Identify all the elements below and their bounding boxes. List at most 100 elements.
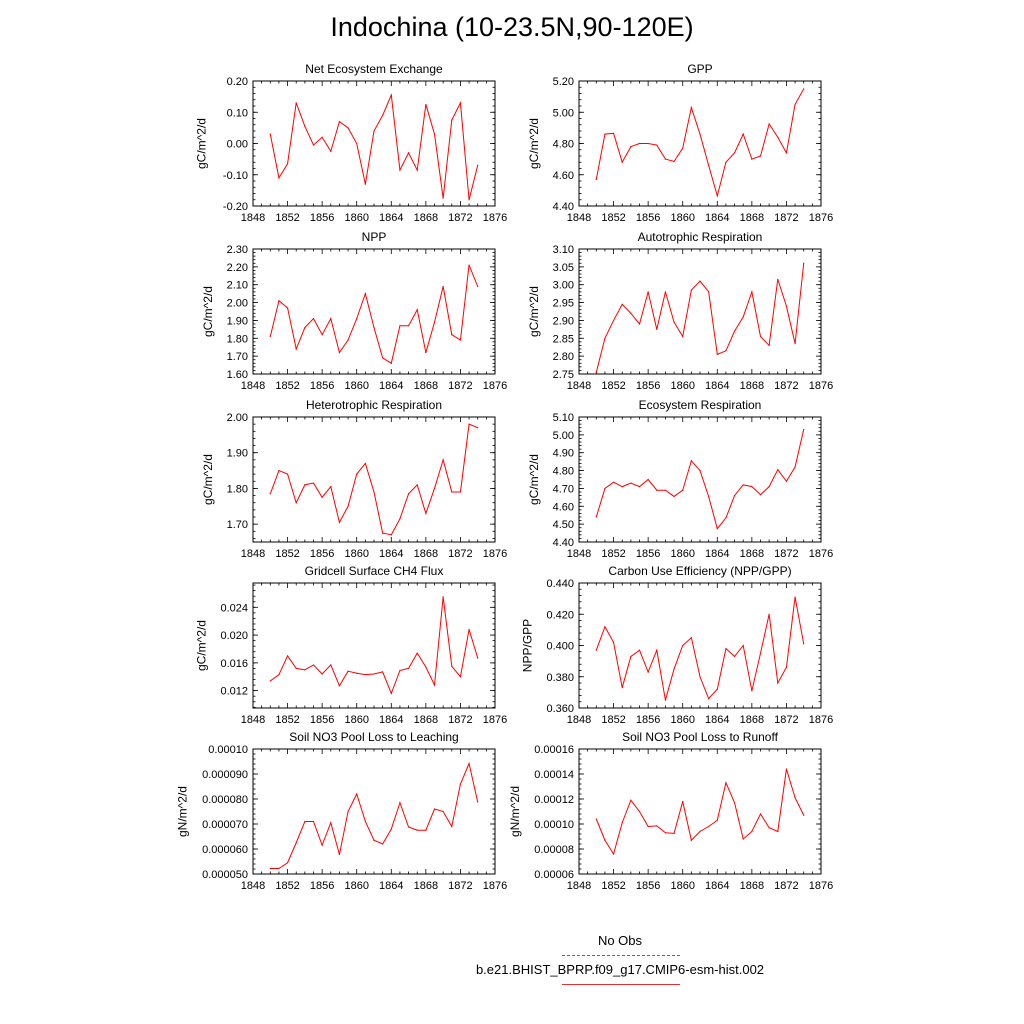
- data-point: [682, 335, 684, 338]
- x-tick-label: 1872: [774, 880, 798, 892]
- data-point: [407, 493, 410, 495]
- x-tick-label: 1856: [636, 380, 660, 392]
- data-point: [621, 303, 623, 305]
- data-point: [433, 321, 436, 323]
- data-point: [785, 666, 788, 668]
- data-point: [390, 362, 392, 364]
- series-line: [595, 263, 805, 373]
- data-point: [304, 326, 306, 329]
- y-tick-label: 2.80: [553, 351, 574, 363]
- x-tick-label: 1864: [379, 380, 403, 392]
- y-tick-label: 0.020: [220, 630, 248, 642]
- y-tick-label: 4.90: [553, 448, 574, 460]
- data-point: [690, 289, 692, 291]
- data-point: [751, 158, 753, 160]
- data-point: [638, 486, 641, 488]
- data-point: [373, 130, 375, 132]
- data-point: [733, 655, 736, 658]
- y-tick-label: 1.80: [227, 333, 248, 345]
- data-point: [751, 830, 753, 833]
- data-point: [777, 136, 779, 138]
- x-tick-label: 1848: [567, 380, 591, 392]
- x-tick-label: 1868: [740, 380, 764, 392]
- data-point: [803, 814, 805, 816]
- data-point: [733, 494, 736, 497]
- x-tick-label: 1852: [601, 380, 625, 392]
- y-tick-label: 0.024: [220, 602, 248, 614]
- data-point: [604, 133, 606, 135]
- x-tick-label: 1856: [636, 880, 660, 892]
- panel-title: Gridcell Surface CH4 Flux: [305, 564, 444, 578]
- y-tick-label: 4.70: [553, 483, 574, 495]
- data-point: [777, 830, 779, 833]
- plot-frame: [578, 248, 822, 375]
- y-tick-label: 4.60: [553, 501, 574, 513]
- data-point: [673, 668, 675, 670]
- data-point: [768, 344, 770, 347]
- data-point: [803, 88, 805, 90]
- data-point: [759, 155, 762, 157]
- plot-frame: [578, 582, 822, 709]
- x-tick-label: 1864: [705, 880, 729, 892]
- y-tick-label: 0.000060: [202, 844, 248, 856]
- data-point: [699, 676, 701, 678]
- plot-frame: [252, 248, 496, 375]
- data-point: [451, 825, 453, 828]
- data-point: [373, 839, 375, 841]
- y-tick-label: 4.80: [553, 466, 574, 478]
- y-tick-label: 2.30: [227, 244, 248, 256]
- data-point: [794, 596, 796, 598]
- data-point: [621, 687, 623, 689]
- x-tick-label: 1848: [241, 880, 265, 892]
- data-point: [347, 127, 349, 129]
- data-point: [803, 262, 805, 264]
- data-point: [286, 862, 289, 864]
- x-tick-label: 1852: [275, 548, 299, 560]
- series-line: [595, 88, 805, 198]
- data-point: [785, 480, 788, 482]
- data-point: [708, 291, 710, 293]
- y-tick-label: 1.90: [227, 448, 248, 460]
- data-point: [382, 671, 384, 673]
- data-point: [442, 459, 444, 461]
- x-tick-label: 1864: [379, 548, 403, 560]
- data-point: [416, 309, 418, 311]
- data-point: [664, 699, 667, 701]
- y-tick-label: 1.90: [227, 315, 248, 327]
- data-point: [304, 820, 306, 823]
- y-tick-label: 1.60: [227, 369, 248, 381]
- data-point: [399, 169, 401, 171]
- y-tick-label: 2.75: [553, 369, 574, 381]
- y-tick-label: 0.00010: [534, 819, 574, 831]
- data-point: [399, 802, 401, 804]
- x-tick-label: 1868: [740, 212, 764, 224]
- data-point: [425, 512, 427, 515]
- x-tick-label: 1872: [448, 380, 472, 392]
- series-line: [269, 93, 479, 200]
- data-point: [269, 680, 271, 682]
- x-tick-label: 1876: [809, 212, 833, 224]
- x-tick-label: 1856: [310, 380, 334, 392]
- y-tick-label: 2.10: [227, 280, 248, 292]
- x-tick-label: 1876: [809, 380, 833, 392]
- data-point: [286, 163, 289, 165]
- data-point: [656, 649, 658, 651]
- data-point: [794, 466, 796, 468]
- data-point: [664, 158, 667, 160]
- data-point: [742, 316, 744, 318]
- data-point: [338, 521, 341, 523]
- data-point: [278, 674, 280, 676]
- legend-line-no-obs: [562, 955, 680, 956]
- data-point: [477, 427, 479, 429]
- data-point: [312, 482, 315, 484]
- data-point: [407, 325, 410, 327]
- y-tick-label: 0.00008: [534, 844, 574, 856]
- y-tick-label: 4.40: [553, 201, 574, 213]
- plot-frame: [252, 582, 496, 709]
- x-tick-label: 1848: [567, 714, 591, 726]
- y-axis-label: gC/m^2/d: [527, 286, 541, 337]
- data-point: [295, 842, 297, 844]
- plot-frame: [252, 80, 496, 207]
- data-point: [278, 300, 280, 302]
- data-point: [664, 489, 667, 491]
